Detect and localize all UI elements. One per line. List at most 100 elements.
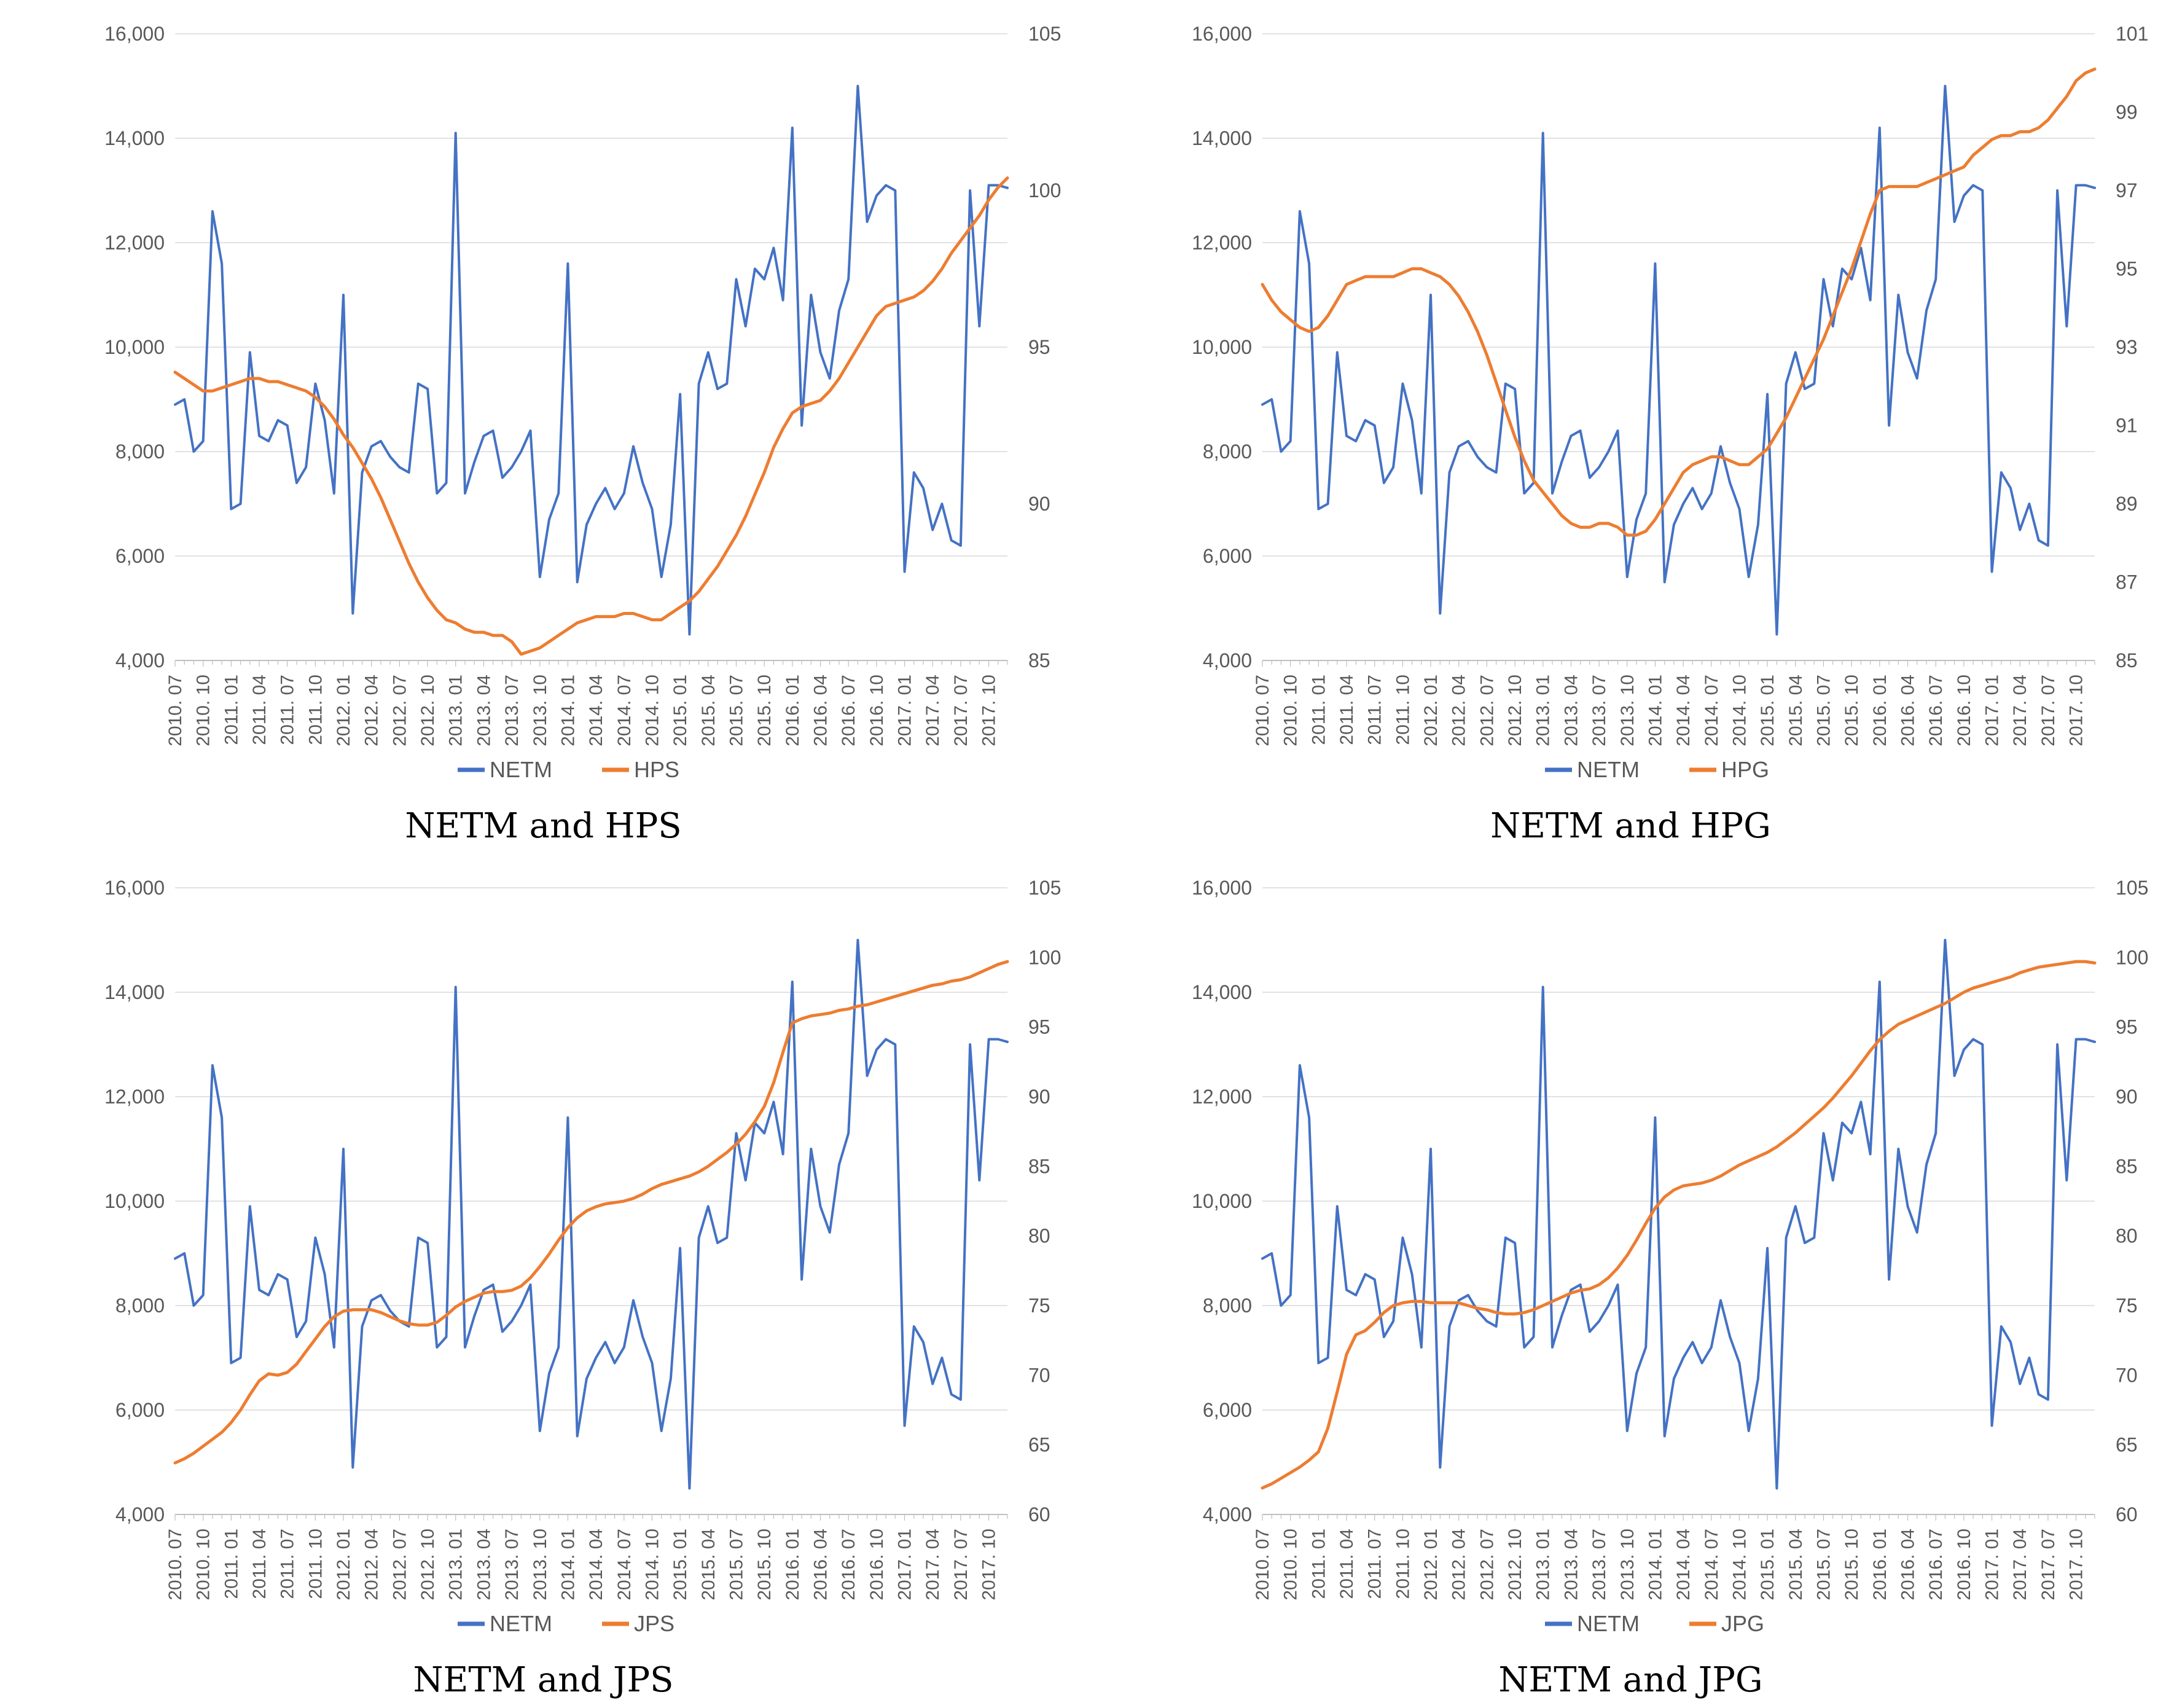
- svg-text:6,000: 6,000: [1203, 1399, 1252, 1421]
- svg-text:6,000: 6,000: [1203, 545, 1252, 567]
- svg-text:2015. 04: 2015. 04: [1786, 675, 1806, 746]
- svg-text:2011. 07: 2011. 07: [1365, 1529, 1385, 1599]
- svg-text:2017. 01: 2017. 01: [1982, 1529, 2003, 1600]
- svg-text:100: 100: [2116, 946, 2148, 968]
- svg-text:2012. 01: 2012. 01: [1421, 675, 1441, 746]
- gridlines: [175, 887, 1007, 1515]
- svg-text:80: 80: [2116, 1225, 2138, 1247]
- chart-title-netm-jps: NETM and JPS: [413, 1660, 674, 1700]
- svg-text:99: 99: [2116, 101, 2138, 123]
- svg-text:2011. 01: 2011. 01: [221, 675, 241, 745]
- svg-text:16,000: 16,000: [1192, 877, 1252, 899]
- legend-label-hpg: HPG: [1721, 757, 1769, 782]
- svg-text:2014. 10: 2014. 10: [642, 675, 662, 746]
- svg-text:105: 105: [1028, 877, 1061, 899]
- svg-text:2014. 07: 2014. 07: [1702, 1529, 1722, 1600]
- svg-text:100: 100: [1028, 946, 1061, 968]
- left-axis-labels: 16,000 14,000 12,000 10,000 8,000 6,000 4,000: [1192, 877, 1252, 1526]
- svg-text:12,000: 12,000: [1192, 1086, 1252, 1108]
- svg-text:2017. 10: 2017. 10: [2066, 1529, 2087, 1600]
- svg-text:2017. 10: 2017. 10: [979, 675, 999, 746]
- svg-text:2011. 10: 2011. 10: [305, 1529, 326, 1599]
- svg-text:2014. 07: 2014. 07: [1702, 675, 1722, 746]
- svg-text:2013. 07: 2013. 07: [502, 675, 522, 746]
- svg-text:2011. 01: 2011. 01: [1308, 1529, 1329, 1599]
- svg-text:2013. 01: 2013. 01: [1533, 675, 1554, 746]
- svg-text:2015. 07: 2015. 07: [726, 1529, 746, 1600]
- svg-text:2015. 04: 2015. 04: [698, 1529, 719, 1600]
- svg-text:93: 93: [2116, 336, 2138, 358]
- svg-text:2017. 01: 2017. 01: [895, 1529, 915, 1600]
- svg-text:2016. 01: 2016. 01: [1870, 675, 1890, 746]
- svg-text:89: 89: [2116, 493, 2138, 515]
- svg-text:2016. 07: 2016. 07: [1926, 675, 1946, 746]
- svg-text:2014. 10: 2014. 10: [1729, 675, 1750, 746]
- svg-text:16,000: 16,000: [1192, 23, 1252, 45]
- svg-text:2017. 10: 2017. 10: [2066, 675, 2087, 746]
- svg-text:2015. 04: 2015. 04: [1786, 1529, 1806, 1600]
- svg-text:2011. 04: 2011. 04: [1337, 1529, 1357, 1599]
- svg-text:85: 85: [1028, 1155, 1050, 1177]
- svg-text:2014. 01: 2014. 01: [558, 1529, 578, 1600]
- series-jpg-line: [1261, 960, 2097, 1490]
- svg-text:2012. 07: 2012. 07: [1477, 1529, 1497, 1600]
- svg-text:8,000: 8,000: [1203, 441, 1252, 463]
- svg-text:65: 65: [2116, 1434, 2138, 1456]
- right-axis-labels: 105 100 95 90 85 80 75 70 65 60: [1028, 877, 1061, 1526]
- svg-text:2012. 04: 2012. 04: [1449, 1529, 1469, 1600]
- svg-text:14,000: 14,000: [104, 981, 165, 1003]
- svg-text:2010. 10: 2010. 10: [194, 1529, 214, 1600]
- svg-text:10,000: 10,000: [104, 336, 165, 358]
- x-axis-labels: 2010. 07 2010. 10 2011. 01 2011. 04 2011. 07…: [1253, 1529, 2087, 1600]
- x-axis-labels: 2010. 07 2010. 10 2011. 01 2011. 04 2011. 07…: [1253, 675, 2087, 746]
- svg-text:2016. 07: 2016. 07: [1926, 1529, 1946, 1600]
- chart-title-netm-hpg: NETM and HPG: [1490, 806, 1771, 846]
- svg-text:65: 65: [1028, 1434, 1050, 1456]
- svg-text:2015. 01: 2015. 01: [1758, 1529, 1778, 1600]
- chart-title-netm-jpg: NETM and JPG: [1498, 1660, 1763, 1700]
- svg-text:2016. 04: 2016. 04: [811, 675, 831, 746]
- svg-text:2014. 07: 2014. 07: [614, 1529, 635, 1600]
- svg-text:10,000: 10,000: [104, 1190, 165, 1212]
- svg-text:2017. 07: 2017. 07: [951, 1529, 971, 1600]
- svg-text:2015. 01: 2015. 01: [670, 1529, 690, 1600]
- svg-text:10,000: 10,000: [1192, 1190, 1252, 1212]
- svg-text:2016. 07: 2016. 07: [839, 1529, 859, 1600]
- svg-text:2016. 10: 2016. 10: [1954, 675, 1974, 746]
- svg-text:2010. 10: 2010. 10: [1281, 675, 1301, 746]
- series-hps-line: [173, 176, 1009, 656]
- svg-text:14,000: 14,000: [104, 127, 165, 149]
- svg-text:2016. 04: 2016. 04: [1898, 675, 1918, 746]
- svg-text:2012. 10: 2012. 10: [1505, 675, 1525, 746]
- svg-text:2016. 01: 2016. 01: [783, 675, 803, 746]
- svg-text:2014. 04: 2014. 04: [1673, 675, 1694, 746]
- svg-text:2013. 01: 2013. 01: [446, 1529, 466, 1600]
- svg-text:80: 80: [1028, 1225, 1050, 1247]
- svg-text:12,000: 12,000: [104, 1086, 165, 1108]
- svg-text:14,000: 14,000: [1192, 127, 1252, 149]
- svg-text:8,000: 8,000: [115, 1295, 165, 1317]
- svg-text:95: 95: [1028, 1016, 1050, 1038]
- svg-text:2015. 01: 2015. 01: [670, 675, 690, 746]
- svg-text:2012. 07: 2012. 07: [1477, 675, 1497, 746]
- svg-text:2016. 04: 2016. 04: [1898, 1529, 1918, 1600]
- svg-text:60: 60: [2116, 1503, 2138, 1526]
- svg-text:2015. 10: 2015. 10: [754, 1529, 775, 1600]
- svg-text:105: 105: [2116, 877, 2148, 899]
- svg-text:2012. 10: 2012. 10: [418, 1529, 438, 1600]
- series-netm-line: [1261, 85, 2096, 636]
- x-axis-ticks: [174, 1514, 1008, 1521]
- svg-text:2011. 10: 2011. 10: [1393, 675, 1413, 745]
- svg-text:2011. 04: 2011. 04: [1337, 675, 1357, 745]
- svg-text:2015. 01: 2015. 01: [1758, 675, 1778, 746]
- svg-text:2014. 01: 2014. 01: [558, 675, 578, 746]
- svg-text:2011. 04: 2011. 04: [249, 1529, 270, 1599]
- svg-text:14,000: 14,000: [1192, 981, 1252, 1003]
- series-netm-line: [174, 85, 1009, 636]
- legend-label-jps: JPS: [634, 1611, 674, 1636]
- gridlines: [1262, 33, 2095, 661]
- svg-text:2012. 07: 2012. 07: [389, 675, 410, 746]
- chart-netm-jpg: 16,00014,00012,00010,0008,0006,0004,0001…: [1192, 877, 2148, 1636]
- svg-text:12,000: 12,000: [1192, 232, 1252, 254]
- svg-text:2013. 10: 2013. 10: [1617, 1529, 1638, 1600]
